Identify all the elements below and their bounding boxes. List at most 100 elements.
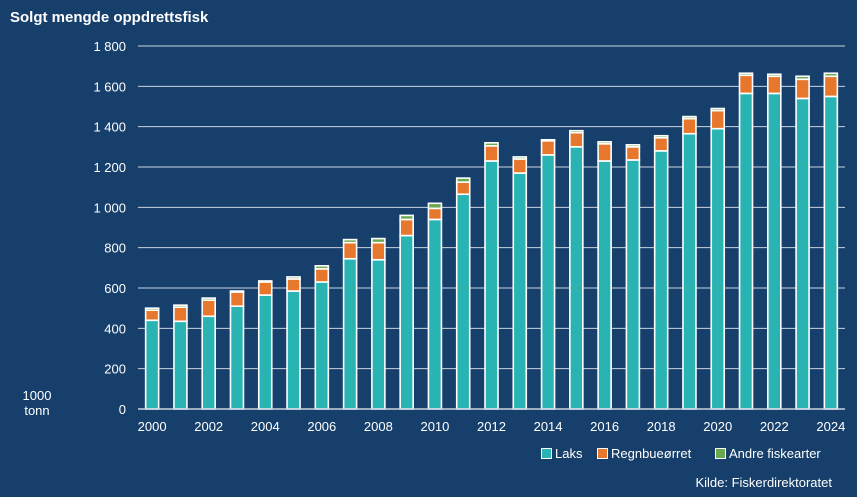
bar-laks-2006 — [314, 281, 330, 410]
y-tick-label: 1 000 — [93, 200, 126, 215]
bar-regnbuerret-2010 — [427, 207, 443, 221]
bar-regnbuerret-2006 — [314, 268, 330, 283]
bar-regnbuerret-2002 — [201, 299, 216, 318]
y-tick-label: 600 — [104, 281, 126, 296]
bar-regnbuerret-2015 — [569, 131, 584, 148]
bar-regnbuerret-2008 — [371, 241, 386, 261]
x-tick-label: 2014 — [534, 419, 563, 434]
bar-laks-2016 — [597, 160, 612, 410]
bar-andrefiskearter-2008 — [371, 237, 386, 244]
chart-title: Solgt mengde oppdrettsfisk — [10, 9, 209, 26]
legend-swatch — [541, 448, 552, 459]
bar-laks-2007 — [342, 257, 358, 410]
bar-andrefiskearter-2001 — [173, 304, 188, 308]
y-axis-label: 1000 tonn — [22, 388, 52, 418]
bar-andrefiskearter-2018 — [653, 134, 669, 139]
y-tick-label: 800 — [104, 241, 126, 256]
bar-laks-2003 — [229, 305, 245, 410]
legend-swatch — [597, 448, 608, 459]
bar-laks-2002 — [201, 315, 216, 410]
bar-laks-2022 — [766, 92, 782, 410]
bar-regnbuerret-2004 — [257, 281, 273, 296]
bar-regnbuerret-2021 — [738, 74, 754, 95]
bar-laks-2009 — [399, 234, 414, 410]
bar-regnbuerret-2005 — [286, 278, 301, 292]
x-tick-label: 2000 — [138, 419, 167, 434]
bar-laks-2013 — [512, 172, 528, 410]
y-tick-label: 1 400 — [93, 120, 126, 135]
y-tick-label: 1 600 — [93, 79, 126, 94]
bar-regnbuerret-2014 — [540, 139, 556, 156]
bar-andrefiskearter-2005 — [286, 276, 301, 280]
bar-andrefiskearter-2021 — [738, 72, 754, 77]
bar-regnbuerret-2013 — [512, 158, 528, 174]
bar-regnbuerret-2024 — [823, 75, 839, 98]
x-tick-label: 2006 — [307, 419, 336, 434]
bar-andrefiskearter-2007 — [342, 238, 358, 244]
legend-item-andre: Andre fiskearter — [715, 446, 821, 461]
legend-swatch — [715, 448, 726, 459]
bar-laks-2001 — [173, 320, 188, 410]
x-tick-label: 2002 — [194, 419, 223, 434]
x-tick-label: 2012 — [477, 419, 506, 434]
bar-laks-2019 — [682, 132, 697, 410]
bar-laks-2010 — [427, 218, 443, 410]
bar-laks-2018 — [653, 150, 669, 410]
bar-andrefiskearter-2002 — [201, 297, 216, 301]
bar-laks-2012 — [484, 160, 499, 410]
x-tick-label: 2008 — [364, 419, 393, 434]
bar-laks-2008 — [371, 258, 386, 410]
x-tick-label: 2010 — [420, 419, 449, 434]
bar-andrefiskearter-2013 — [512, 156, 528, 160]
bar-laks-2004 — [257, 294, 273, 410]
bar-regnbuerret-2016 — [597, 143, 612, 162]
bar-laks-2000 — [144, 319, 160, 410]
bar-andrefiskearter-2006 — [314, 265, 330, 270]
bar-laks-2014 — [540, 154, 556, 410]
bar-andrefiskearter-2000 — [144, 307, 160, 311]
x-tick-label: 2022 — [760, 419, 789, 434]
bar-laks-2023 — [795, 97, 810, 410]
bar-laks-2011 — [455, 193, 471, 410]
bar-andrefiskearter-2017 — [625, 144, 641, 148]
bar-andrefiskearter-2015 — [569, 129, 584, 134]
bar-andrefiskearter-2020 — [710, 107, 726, 112]
x-tick-label: 2018 — [647, 419, 676, 434]
x-tick-label: 2024 — [816, 419, 845, 434]
bar-regnbuerret-2001 — [173, 306, 188, 323]
bar-regnbuerret-2012 — [484, 145, 499, 162]
bar-laks-2017 — [625, 159, 641, 410]
bar-regnbuerret-2022 — [766, 75, 782, 95]
legend-item-laks: Laks — [541, 446, 582, 461]
bar-regnbuerret-2009 — [399, 218, 414, 237]
y-tick-label: 1 200 — [93, 160, 126, 175]
bar-andrefiskearter-2010 — [427, 202, 443, 210]
bar-laks-2020 — [710, 127, 726, 410]
bar-regnbuerret-2000 — [144, 309, 160, 322]
bar-regnbuerret-2017 — [625, 146, 641, 161]
bar-andrefiskearter-2003 — [229, 290, 245, 293]
bar-regnbuerret-2003 — [229, 291, 245, 307]
bar-laks-2015 — [569, 146, 584, 410]
legend-item-regnbueorret: Regnbueørret — [597, 446, 691, 461]
bar-regnbuerret-2018 — [653, 136, 669, 152]
bar-regnbuerret-2023 — [795, 78, 810, 100]
bar-andrefiskearter-2009 — [399, 214, 414, 221]
legend-label: Laks — [555, 446, 583, 461]
bar-andrefiskearter-2023 — [795, 75, 810, 81]
bar-andrefiskearter-2024 — [823, 72, 839, 78]
bar-laks-2005 — [286, 290, 301, 410]
bar-andrefiskearter-2022 — [766, 73, 782, 78]
bar-andrefiskearter-2004 — [257, 280, 273, 283]
legend-label: Regnbueørret — [611, 446, 692, 461]
x-tick-label: 2004 — [251, 419, 280, 434]
bar-andrefiskearter-2019 — [682, 115, 697, 120]
bar-laks-2024 — [823, 95, 839, 410]
bar-regnbuerret-2011 — [455, 181, 471, 196]
y-tick-label: 400 — [104, 321, 126, 336]
bar-andrefiskearter-2011 — [455, 177, 471, 183]
bar-andrefiskearter-2016 — [597, 140, 612, 145]
bar-regnbuerret-2020 — [710, 109, 726, 130]
